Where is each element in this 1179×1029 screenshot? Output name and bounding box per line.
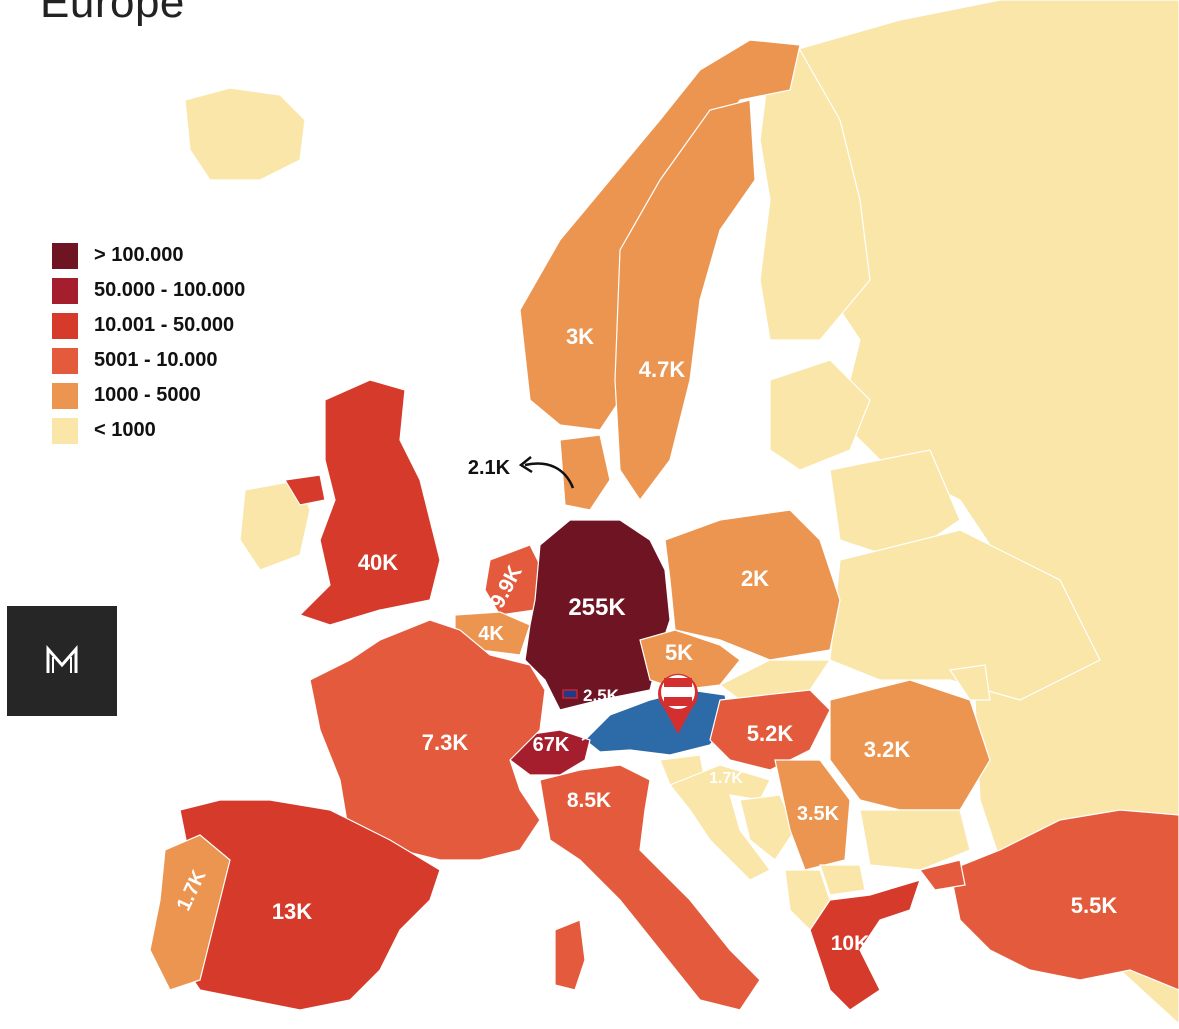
region-portugal [149, 834, 231, 991]
value-label-poland: 2K [741, 566, 769, 591]
denmark-callout-arrow [524, 462, 575, 489]
region-bulgaria [859, 809, 971, 871]
region-norway [519, 39, 801, 431]
value-label-turkey: 5.5K [1071, 893, 1118, 918]
value-label-serbia: 3.5K [797, 803, 840, 825]
legend-swatch [52, 417, 78, 444]
legend-item: > 100.000 [52, 238, 245, 273]
region-sweden [614, 99, 756, 502]
value-label-denmark: 2.1K [468, 457, 511, 479]
value-label-czechia: 5K [665, 640, 693, 665]
region-united-kingdom [298, 379, 441, 626]
value-label-germany: 255K [568, 594, 626, 621]
region-north-macedonia [819, 864, 866, 896]
value-label-spain: 13K [272, 899, 312, 924]
legend-label: 10.001 - 50.000 [94, 314, 235, 336]
region-italy [539, 764, 761, 1011]
region-croatia [669, 764, 771, 881]
region-baltics [769, 359, 871, 471]
value-label-france: 7.3K [422, 730, 469, 755]
value-label-norway: 3K [566, 324, 594, 349]
region-moldova [948, 664, 991, 701]
region-czechia [639, 629, 741, 691]
region-sardinia [554, 919, 586, 991]
legend: > 100.000 50.000 - 100.000 10.001 - 50.0… [52, 238, 245, 448]
liechtenstein-callout-arrow [581, 707, 595, 741]
legend-item: < 1000 [52, 413, 245, 448]
value-label-greece: 10K [831, 932, 870, 955]
legend-item: 10.001 - 50.000 [52, 308, 245, 343]
region-serbia [774, 759, 851, 871]
legend-item: 50.000 - 100.000 [52, 273, 245, 308]
legend-swatch [52, 382, 78, 409]
value-label-switzerland: 67K [533, 734, 570, 756]
region-northern-ireland [284, 474, 326, 506]
legend-item: 5001 - 10.000 [52, 343, 245, 378]
value-label-croatia: 1.7K [709, 770, 743, 787]
region-bosnia [739, 794, 796, 861]
legend-swatch [52, 347, 78, 374]
legend-label: 5001 - 10.000 [94, 349, 218, 371]
region-poland [664, 509, 841, 661]
legend-label: < 1000 [94, 419, 156, 441]
region-turkey [949, 809, 1179, 991]
region-germany [524, 519, 671, 711]
region-turkey-thrace [918, 859, 966, 891]
legend-swatch [52, 312, 78, 339]
value-label-hungary: 5.2K [747, 721, 794, 746]
value-label-romania: 3.2K [864, 737, 911, 762]
legend-swatch [52, 277, 78, 304]
region-iceland [184, 87, 306, 181]
region-ukraine [829, 529, 1101, 701]
value-label-belgium: 4K [478, 623, 504, 645]
legend-item: 1000 - 5000 [52, 378, 245, 413]
value-label-liechtenstein: 2.5K [583, 686, 620, 705]
region-denmark [559, 434, 611, 511]
region-slovakia [718, 659, 832, 701]
austria-flag-pin-icon [658, 673, 699, 734]
liechtenstein-flag [562, 689, 578, 699]
value-label-sweden: 4.7K [639, 357, 686, 382]
m-monogram-icon [46, 645, 78, 673]
legend-swatch [52, 242, 78, 269]
denmark-callout-arrowhead [518, 456, 533, 474]
legend-label: > 100.000 [94, 244, 184, 266]
map-title: Europe [40, 0, 185, 27]
legend-label: 50.000 - 100.000 [94, 279, 246, 301]
region-finland [759, 49, 871, 341]
value-label-united-kingdom: 40K [358, 550, 398, 575]
brand-logo [7, 606, 117, 716]
value-label-italy: 8.5K [567, 789, 611, 812]
region-greece [809, 879, 921, 1011]
legend-label: 1000 - 5000 [94, 384, 201, 406]
